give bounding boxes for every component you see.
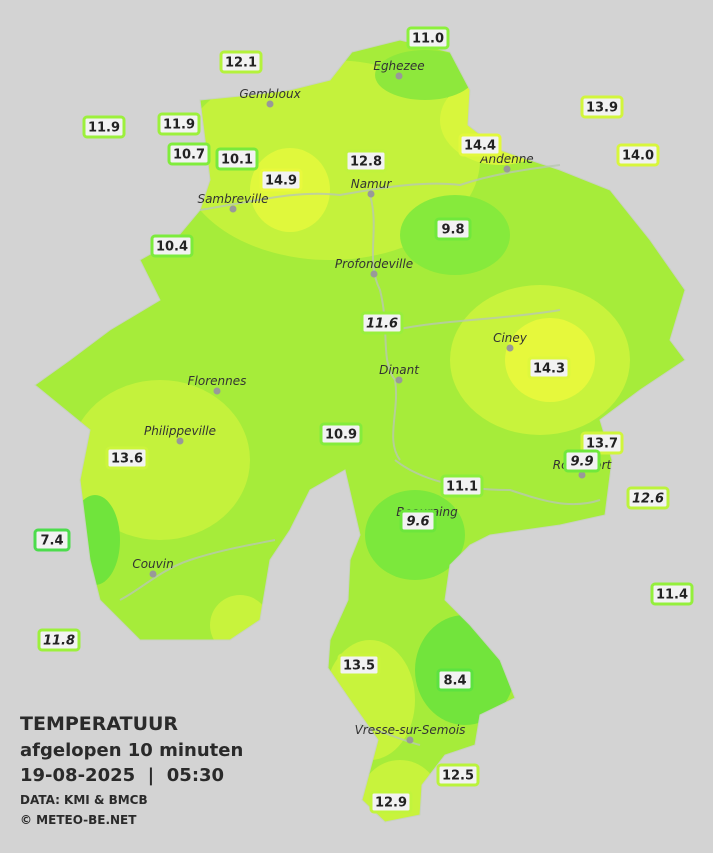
station-value: 12.9 — [375, 796, 407, 811]
city-label: Dinant — [379, 363, 420, 377]
city-dot — [395, 376, 403, 384]
city-dot — [395, 72, 403, 80]
legend-copyright: © METEO-BE.NET — [20, 813, 137, 827]
station-value: 12.1 — [225, 56, 257, 71]
city-dot — [506, 344, 514, 352]
station-value: 11.9 — [88, 121, 120, 136]
city-dot — [213, 387, 221, 395]
station-box — [626, 486, 670, 510]
station-box — [215, 147, 259, 171]
city-label: Profondeville — [335, 257, 413, 271]
legend-subtitle: afgelopen 10 minuten — [20, 740, 243, 761]
station-box — [167, 142, 211, 166]
station-box — [436, 668, 474, 692]
station-value: 11.8 — [43, 634, 75, 649]
station-box — [616, 143, 660, 167]
station-value: 13.7 — [586, 437, 618, 452]
station-value: 9.8 — [441, 223, 464, 238]
station-value: 10.1 — [221, 153, 253, 168]
city-label: Ciney — [493, 331, 528, 345]
station-box — [344, 149, 388, 173]
station-box — [219, 50, 263, 74]
station-value: 11.6 — [366, 317, 398, 332]
city-label: Eghezee — [373, 59, 424, 73]
station-box — [105, 446, 149, 470]
station-value: 14.0 — [622, 149, 654, 164]
city-label: Vresse-sur-Semois — [355, 723, 466, 737]
station-value: 10.9 — [325, 428, 357, 443]
legend-timestamp: 19-08-2025 | 05:30 — [20, 765, 224, 786]
station-value: 13.9 — [586, 101, 618, 116]
station-value: 11.0 — [412, 32, 444, 47]
station-box — [406, 26, 450, 50]
station-box — [150, 234, 194, 258]
station-value: 12.6 — [632, 492, 664, 507]
station-box — [527, 356, 571, 380]
city-dot — [367, 190, 375, 198]
station-box — [436, 763, 480, 787]
station-value: 9.9 — [570, 455, 593, 470]
station-box — [434, 217, 472, 241]
station-box — [259, 168, 303, 192]
station-box — [580, 431, 624, 455]
legend-title: TEMPERATUUR — [20, 713, 178, 735]
station-box — [563, 449, 601, 473]
station-box — [360, 311, 404, 335]
station-value: 13.5 — [343, 659, 375, 674]
station-value: 12.8 — [350, 155, 382, 170]
station-box — [458, 133, 502, 157]
station-box — [157, 112, 201, 136]
city-label: Gembloux — [239, 87, 301, 101]
station-box — [580, 95, 624, 119]
station-box — [440, 474, 484, 498]
station-box — [33, 528, 71, 552]
station-value: 10.4 — [156, 240, 188, 255]
city-dot — [176, 437, 184, 445]
station-box — [37, 628, 81, 652]
station-box — [82, 115, 126, 139]
city-dot — [149, 570, 157, 578]
station-box — [337, 653, 381, 677]
city-label: Florennes — [188, 374, 247, 388]
station-value: 13.6 — [111, 452, 143, 467]
city-label: Philippeville — [144, 424, 216, 438]
station-value: 7.4 — [40, 534, 63, 549]
station-value: 8.4 — [443, 674, 466, 689]
city-label: Namur — [351, 177, 393, 191]
station-value: 14.9 — [265, 174, 297, 189]
station-value: 14.4 — [464, 139, 496, 154]
station-value: 12.5 — [442, 769, 474, 784]
station-box — [319, 422, 363, 446]
station-box — [369, 790, 413, 814]
city-dot — [406, 736, 414, 744]
station-box — [399, 509, 437, 533]
city-dot — [229, 205, 237, 213]
station-value: 11.9 — [163, 118, 195, 133]
station-value: 11.1 — [446, 480, 478, 495]
city-label: Couvin — [132, 557, 173, 571]
rivers — [119, 164, 601, 746]
station-value: 10.7 — [173, 148, 205, 163]
station-value: 9.6 — [406, 515, 429, 530]
city-dot — [370, 270, 378, 278]
city-dot — [266, 100, 274, 108]
city-dot — [503, 165, 511, 173]
city-label: Sambreville — [197, 192, 268, 206]
legend-source: DATA: KMI & BMCB — [20, 793, 148, 807]
station-box — [650, 582, 694, 606]
city-dot — [578, 471, 586, 479]
station-value: 11.4 — [656, 588, 688, 603]
station-value: 14.3 — [533, 362, 565, 377]
